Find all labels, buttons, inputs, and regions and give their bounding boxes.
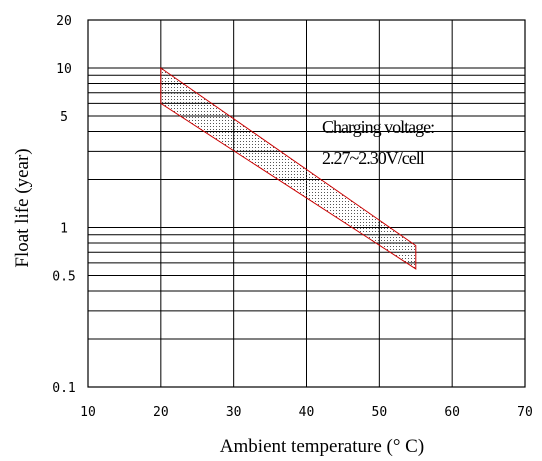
y-tick-label-3: 5 xyxy=(60,110,68,125)
x-tick-labels: 10 20 30 40 50 60 70 xyxy=(80,405,533,420)
x-axis-title: Ambient temperature (° C) xyxy=(220,436,424,457)
float-life-band-layer xyxy=(160,67,417,270)
x-tick-label-6: 70 xyxy=(517,405,533,420)
plot-frame xyxy=(87,19,526,388)
x-tick-label-5: 60 xyxy=(444,405,460,420)
y-tick-label-1: 0.5 xyxy=(52,270,75,285)
x-tick-label-3: 40 xyxy=(299,405,315,420)
x-tick-label-4: 50 xyxy=(372,405,388,420)
y-axis-title: Float life (year) xyxy=(12,148,33,267)
x-tick-label-2: 30 xyxy=(226,405,242,420)
x-tick-label-0: 10 xyxy=(80,405,96,420)
annotation-line-1: Charging voltage: xyxy=(322,117,434,137)
y-tick-label-0: 0.1 xyxy=(52,381,75,396)
y-tick-label-5: 20 xyxy=(56,14,72,29)
float-life-band xyxy=(160,67,417,270)
y-tick-labels: 0.1 0.5 1 5 10 20 xyxy=(52,14,75,396)
y-tick-label-2: 1 xyxy=(60,222,68,237)
annotation-line-2: 2.27~2.30V/cell xyxy=(322,148,425,168)
y-tick-label-4: 10 xyxy=(56,62,72,77)
x-tick-label-1: 20 xyxy=(153,405,169,420)
